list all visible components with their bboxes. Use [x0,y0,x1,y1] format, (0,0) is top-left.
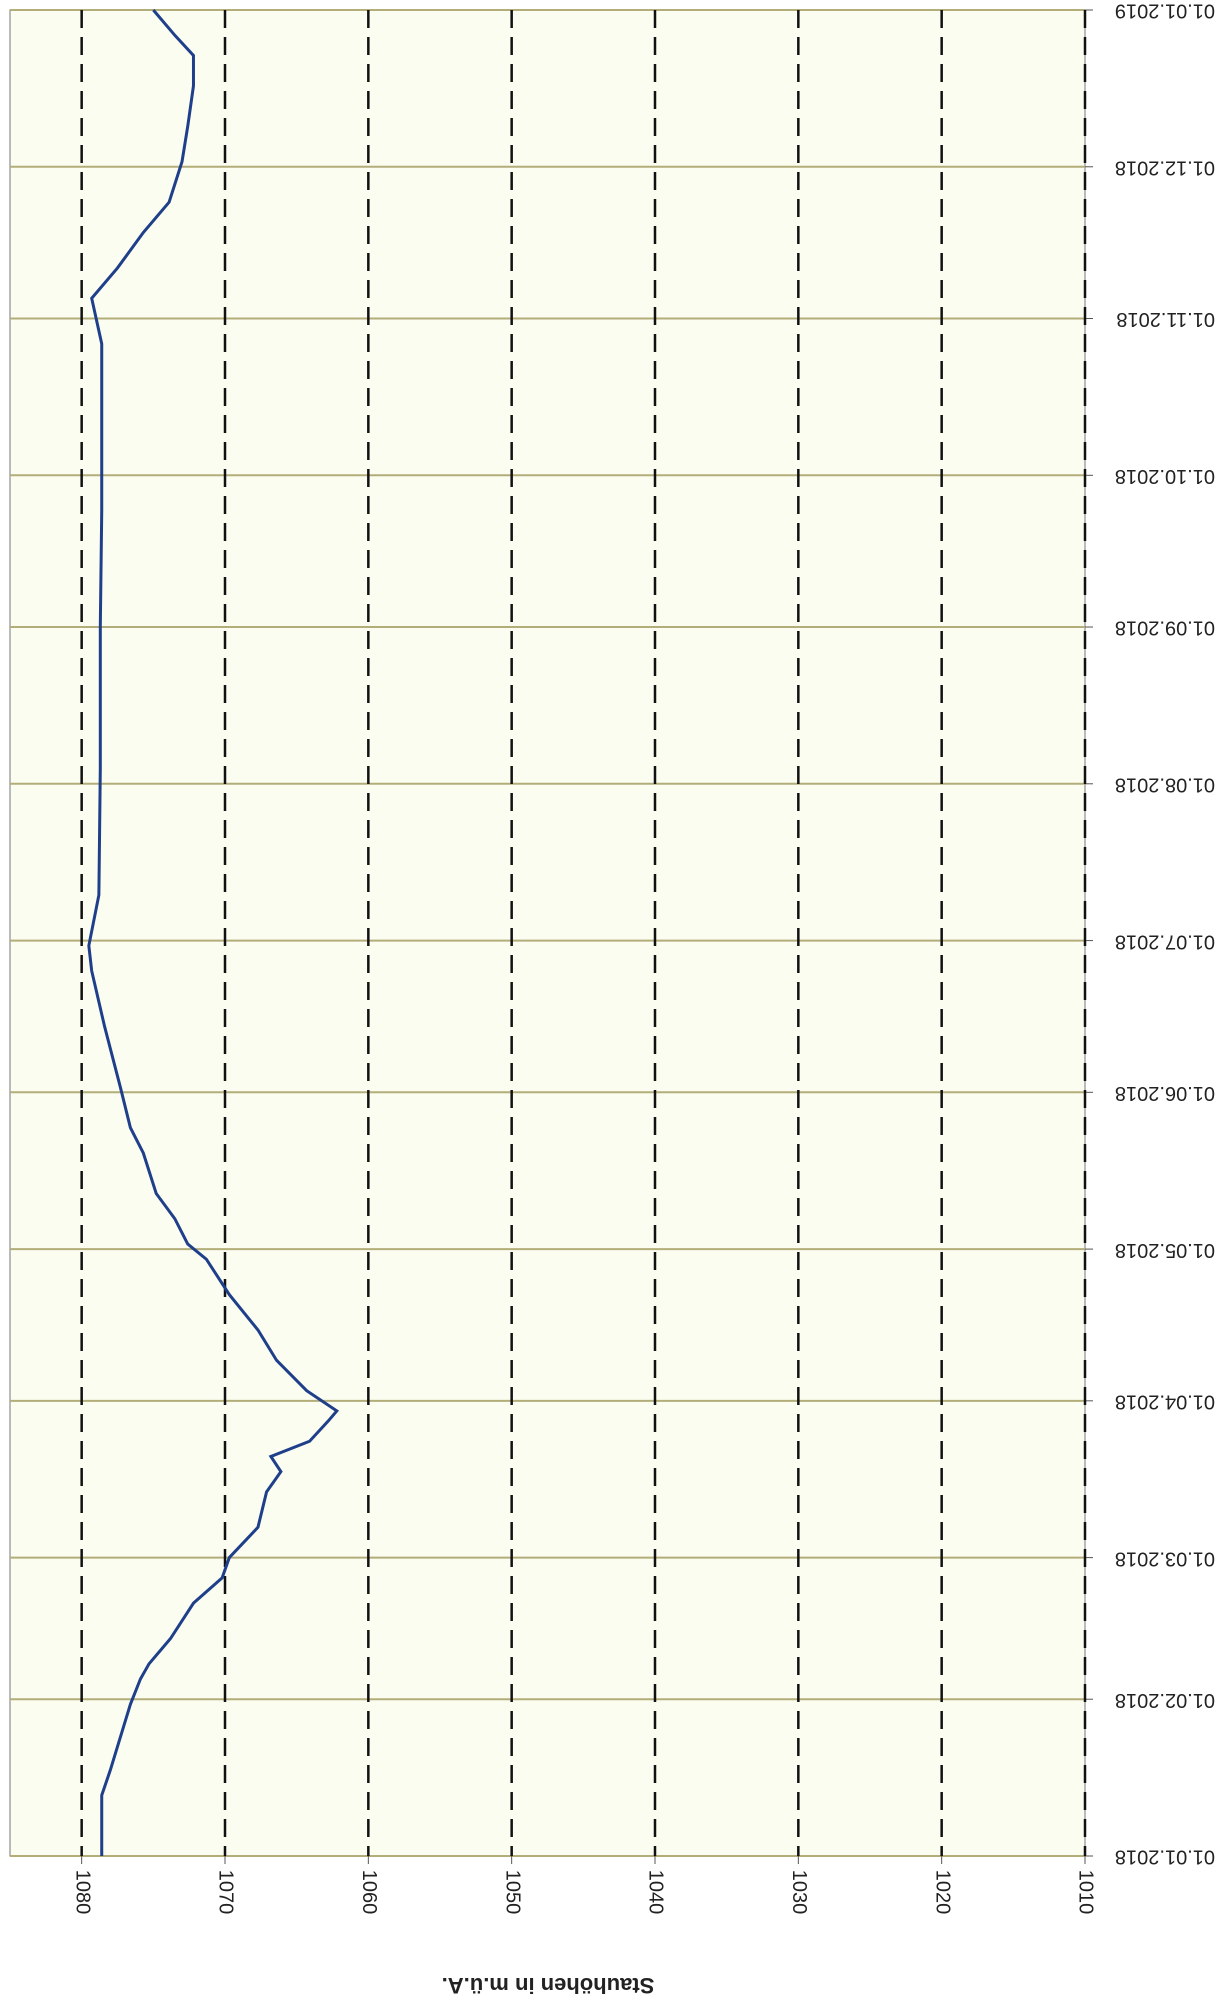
y-tick-label: 1020 [931,1870,953,1915]
x-tick-label: 01.10.2018 [1115,465,1215,487]
y-tick-label: 1070 [215,1870,237,1915]
y-tick-label: 1030 [788,1870,810,1915]
x-tick-label: 01.08.2018 [1115,774,1215,796]
y-tick-label: 1080 [71,1870,93,1915]
x-tick-label: 01.07.2018 [1115,930,1215,952]
y-axis-title: Stauhöhen in m.ü.A. [442,1973,655,1998]
data-line [87,9,340,1856]
x-tick-label: 01.05.2018 [1115,1239,1215,1261]
y-tick-label: 1060 [358,1870,380,1915]
x-tick-label: 01.04.2018 [1115,1391,1215,1413]
y-tick-label: 1040 [645,1870,667,1915]
x-tick-label: 01.11.2018 [1116,308,1215,330]
x-tick-label: 01.09.2018 [1115,617,1215,639]
x-tick-label: 01.01.2018 [1115,1846,1215,1868]
x-tick-label: 01.01.2019 [1115,0,1215,22]
plot-area [9,9,1086,1857]
x-tick-label: 01.03.2018 [1115,1547,1215,1569]
y-tick-label: 1050 [501,1870,523,1915]
y-tick-label: 1010 [1075,1870,1097,1915]
x-tick-label: 01.12.2018 [1115,157,1215,179]
x-tick-label: 01.02.2018 [1115,1689,1215,1711]
x-tick-label: 01.06.2018 [1115,1082,1215,1104]
